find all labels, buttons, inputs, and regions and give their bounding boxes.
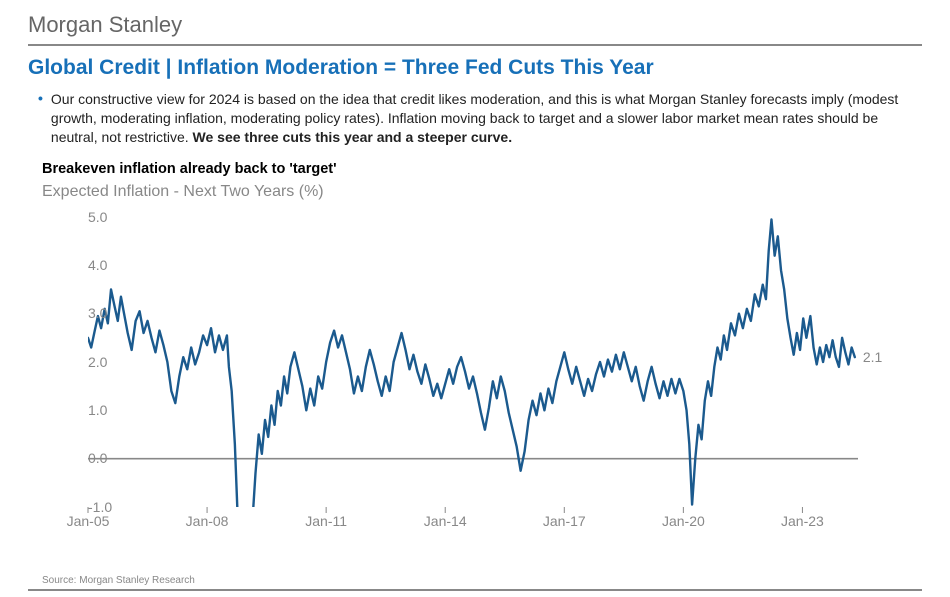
series-end-label: 2.1 bbox=[863, 349, 882, 365]
chart-area: 2.1 Jan-05Jan-08Jan-11Jan-14Jan-17Jan-20… bbox=[32, 207, 912, 547]
y-tick-label: 2.0 bbox=[88, 354, 94, 370]
brand-logo: Morgan Stanley bbox=[28, 12, 922, 44]
chart-subtitle: Expected Inflation - Next Two Years (%) bbox=[42, 183, 922, 201]
x-tick-label: Jan-23 bbox=[781, 507, 824, 529]
x-tick-label: Jan-20 bbox=[662, 507, 705, 529]
y-tick-label: 5.0 bbox=[88, 209, 94, 225]
bullet-marker: • bbox=[38, 90, 43, 147]
y-tick-label: 0.0 bbox=[88, 450, 94, 466]
bullet-text-bold: We see three cuts this year and a steepe… bbox=[193, 129, 513, 145]
y-tick-label: 1.0 bbox=[88, 402, 94, 418]
x-tick-label: Jan-11 bbox=[305, 507, 347, 529]
chart-source: Source: Morgan Stanley Research bbox=[42, 575, 922, 586]
x-tick-label: Jan-14 bbox=[424, 507, 467, 529]
bullet-item: • Our constructive view for 2024 is base… bbox=[28, 90, 922, 147]
x-tick-label: Jan-08 bbox=[186, 507, 229, 529]
y-tick-label: 3.0 bbox=[88, 305, 94, 321]
slide-root: Morgan Stanley Global Credit | Inflation… bbox=[0, 0, 950, 597]
chart-title: Breakeven inflation already back to 'tar… bbox=[42, 161, 922, 177]
bullet-text: Our constructive view for 2024 is based … bbox=[51, 90, 922, 147]
x-tick-label: Jan-17 bbox=[543, 507, 586, 529]
y-tick-label: -1.0 bbox=[88, 499, 94, 515]
divider-top bbox=[28, 44, 922, 46]
slide-headline: Global Credit | Inflation Moderation = T… bbox=[28, 56, 922, 80]
line-chart-svg bbox=[32, 207, 912, 547]
y-tick-label: 4.0 bbox=[88, 257, 94, 273]
